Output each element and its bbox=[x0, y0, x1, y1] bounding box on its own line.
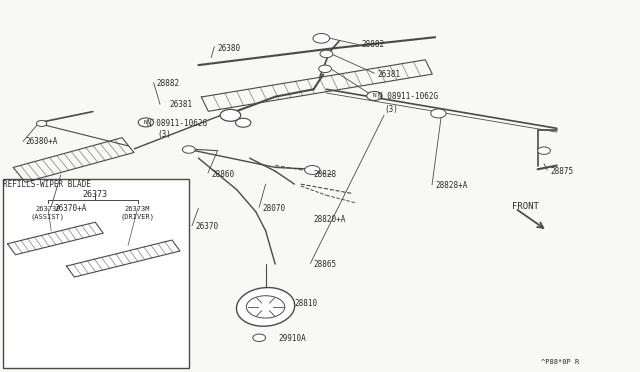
Circle shape bbox=[220, 109, 241, 121]
Text: 28882: 28882 bbox=[362, 40, 385, 49]
Text: FRONT: FRONT bbox=[512, 202, 539, 211]
Text: 29910A: 29910A bbox=[278, 334, 306, 343]
Text: 28828: 28828 bbox=[314, 170, 337, 179]
Circle shape bbox=[138, 118, 154, 127]
Text: 28882: 28882 bbox=[157, 79, 180, 88]
Text: 28860: 28860 bbox=[211, 170, 234, 179]
Ellipse shape bbox=[236, 288, 295, 326]
Circle shape bbox=[367, 92, 382, 100]
Text: 28070: 28070 bbox=[262, 204, 285, 213]
Text: 28875: 28875 bbox=[550, 167, 573, 176]
Circle shape bbox=[236, 118, 251, 127]
Text: 28828+A: 28828+A bbox=[435, 182, 468, 190]
Text: 28810: 28810 bbox=[294, 299, 317, 308]
Text: 26373P
(ASSIST): 26373P (ASSIST) bbox=[31, 206, 65, 220]
Text: 28865: 28865 bbox=[314, 260, 337, 269]
Text: 26373: 26373 bbox=[82, 190, 108, 199]
Text: 26370+A: 26370+A bbox=[54, 204, 87, 213]
Circle shape bbox=[182, 146, 195, 153]
Text: 26373M
(DRIVER): 26373M (DRIVER) bbox=[120, 206, 155, 220]
Circle shape bbox=[36, 121, 47, 126]
Text: 26381: 26381 bbox=[378, 70, 401, 79]
Text: 26370: 26370 bbox=[195, 222, 218, 231]
Circle shape bbox=[319, 65, 332, 73]
Text: (3): (3) bbox=[384, 105, 398, 114]
Text: REFILLS-WIPER BLADE: REFILLS-WIPER BLADE bbox=[3, 180, 91, 189]
Circle shape bbox=[246, 296, 285, 318]
Circle shape bbox=[313, 33, 330, 43]
Text: (3): (3) bbox=[157, 130, 172, 139]
Text: ^P88*0P R: ^P88*0P R bbox=[541, 359, 579, 365]
Text: 26380: 26380 bbox=[218, 44, 241, 53]
Text: 28820+A: 28820+A bbox=[314, 215, 346, 224]
Text: N 08911-1062G: N 08911-1062G bbox=[147, 119, 207, 128]
Text: 26380+A: 26380+A bbox=[26, 137, 58, 146]
Circle shape bbox=[431, 109, 446, 118]
Text: 26381: 26381 bbox=[170, 100, 193, 109]
Circle shape bbox=[305, 166, 320, 174]
Circle shape bbox=[253, 334, 266, 341]
Circle shape bbox=[320, 50, 333, 58]
Text: N: N bbox=[144, 120, 148, 125]
Text: N: N bbox=[372, 93, 376, 99]
Text: N 08911-1062G: N 08911-1062G bbox=[378, 92, 438, 101]
Bar bbox=[3, 179, 189, 368]
Circle shape bbox=[538, 147, 550, 154]
